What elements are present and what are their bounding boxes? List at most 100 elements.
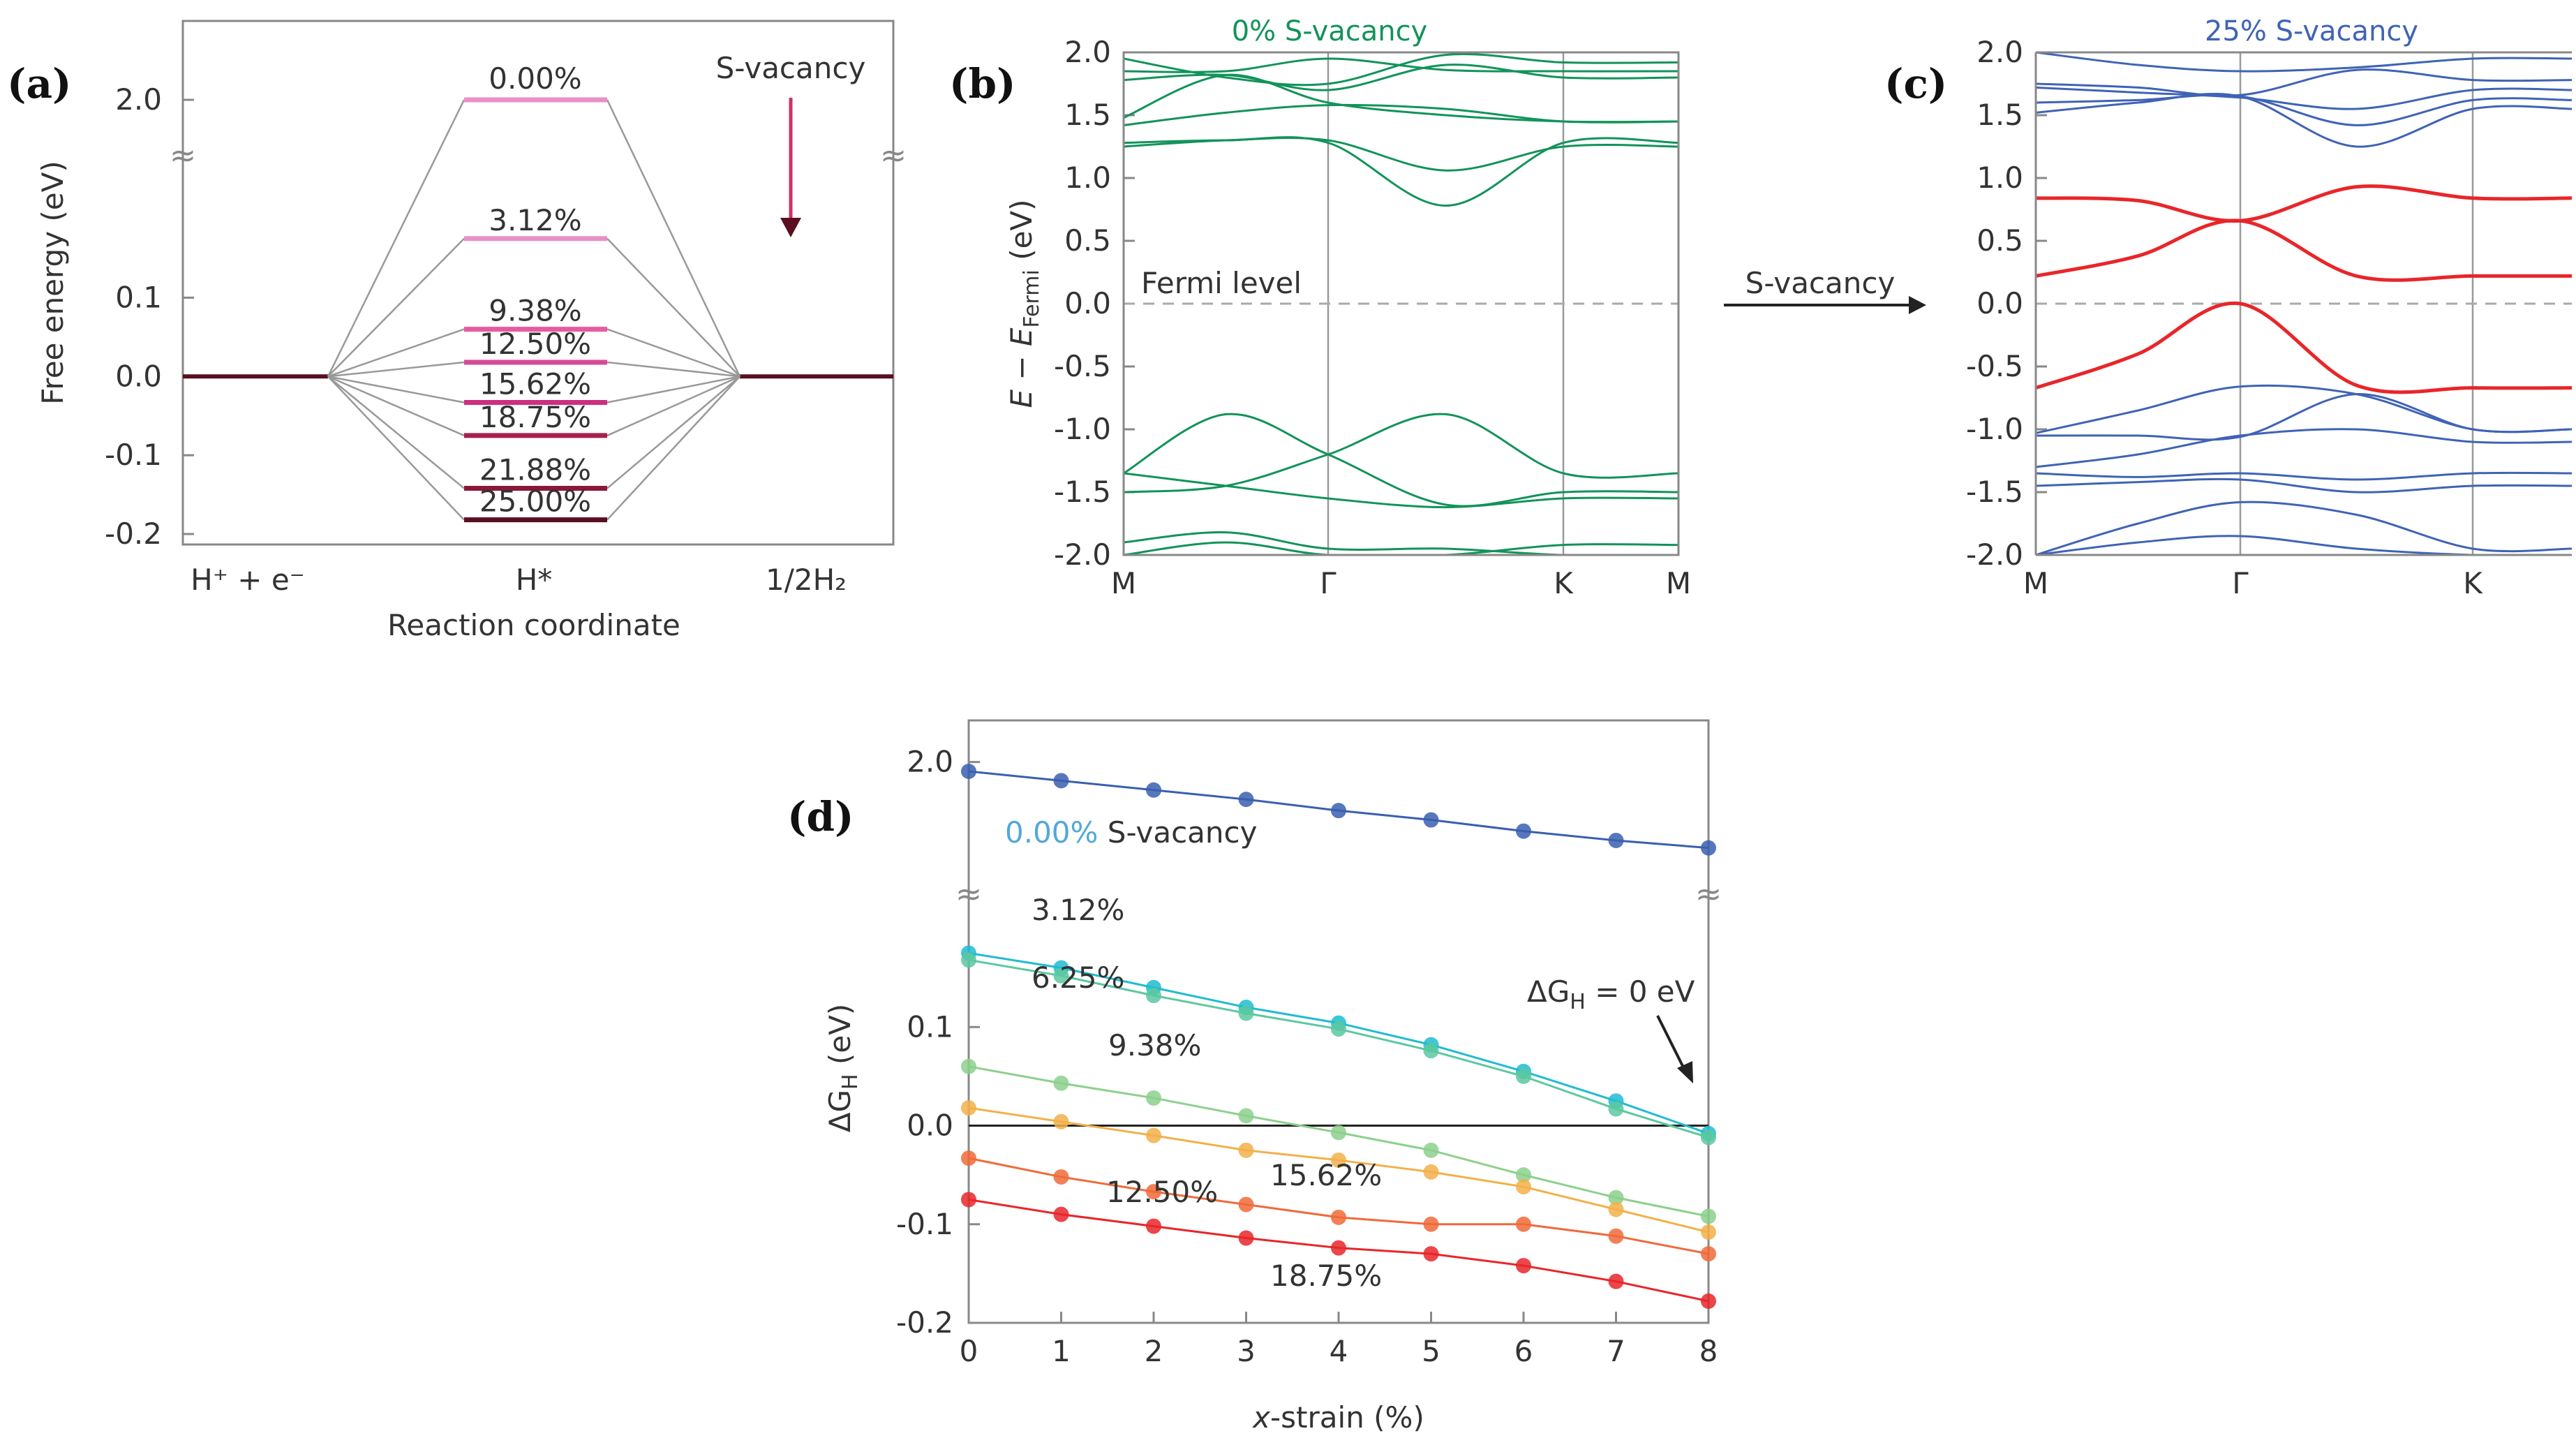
panel-b-y-label-unit: (eV) xyxy=(1004,199,1038,269)
panel-d-point-9.38% xyxy=(1701,1208,1716,1224)
panel-a-level-label-0.00%: 0.00% xyxy=(489,61,581,96)
panel-d-point-18.75% xyxy=(1238,1230,1254,1246)
panel-d-y-label-main: ΔG xyxy=(823,1090,857,1132)
panel-d-point-9.38% xyxy=(1331,1125,1346,1141)
panel-b-band-7 xyxy=(1124,413,1678,494)
panel-d-x-tick-label: 2 xyxy=(1145,1334,1163,1368)
panel-d-point-6.25% xyxy=(1331,1021,1346,1037)
panel-a-connector-12.50% xyxy=(606,361,740,378)
panel-d-point-15.62% xyxy=(1423,1216,1439,1232)
panel-c-band-10 xyxy=(2036,501,2572,555)
panel-d-x-label-rest: -strain (%) xyxy=(1270,1400,1424,1435)
panel-d-y-tick-label: 0.1 xyxy=(907,1009,953,1044)
panel-d-x-tick-label: 5 xyxy=(1422,1334,1440,1368)
panel-d-point-9.38% xyxy=(1238,1108,1254,1124)
panel-c-band-7 xyxy=(2036,428,2572,468)
panel-b-y-label-main: E − E xyxy=(1004,327,1038,408)
panel-d-x-tick-label: 1 xyxy=(1052,1334,1071,1368)
panel-d-annotation-rest: = 0 eV xyxy=(1586,975,1695,1009)
panel-c-y-tick-label: -1.0 xyxy=(1966,412,2023,446)
panel-d-series-label-18.75: 18.75% xyxy=(1270,1259,1382,1293)
panel-a-connector-18.75% xyxy=(327,376,465,437)
panel-a-connector-21.88% xyxy=(606,376,740,489)
panel-d-series-label-9.38: 9.38% xyxy=(1108,1028,1201,1062)
panel-d-point-12.50% xyxy=(1238,1142,1254,1158)
panel-c-k-label: Γ xyxy=(2232,566,2249,600)
panel-b-annotation: Fermi level xyxy=(1141,266,1302,300)
panel-d-point-6.25% xyxy=(1423,1043,1439,1059)
panel-d-point-0.00% xyxy=(1516,823,1531,839)
panel-d-point-15.62% xyxy=(1053,1169,1069,1185)
panel-a-x-cat-2: H* xyxy=(516,563,553,597)
transition-arrow-head xyxy=(1909,296,1926,314)
panel-b-k-label: M xyxy=(1666,566,1691,600)
panel-c-band-2 xyxy=(2036,86,2572,110)
panel-d-point-12.50% xyxy=(1053,1113,1069,1129)
panel-d-point-0.00% xyxy=(1423,812,1439,828)
panel-c-k-label: K xyxy=(2463,566,2483,600)
panel-d-line-9.38% xyxy=(968,1065,1709,1217)
panel-a-connector-0.00% xyxy=(327,99,466,377)
panel-d-point-0.00% xyxy=(961,764,976,779)
panel-d-point-12.50% xyxy=(1516,1179,1531,1195)
panel-c-defect-band-2 xyxy=(2036,301,2572,394)
panel-d-y-tick-label: 0.0 xyxy=(907,1109,953,1143)
panel-a-connector-0.00% xyxy=(606,99,741,377)
panel-c-band-0 xyxy=(2036,92,2572,148)
panel-a-x-cat-1: H⁺ + e⁻ xyxy=(191,563,305,597)
panel-a: (a) -0.2 -0.1 0.0 0.1 2.0 0.00% 3.12% 9.38%12.… xyxy=(7,20,907,642)
panel-d-point-0.00% xyxy=(1146,782,1161,798)
panel-d-point-15.62% xyxy=(1146,1184,1161,1200)
panel-d-point-12.50% xyxy=(1608,1201,1624,1217)
panel-b-y-tick-label: 0.5 xyxy=(1064,223,1111,258)
panel-a-level-label-25.00%: 25.00% xyxy=(479,484,591,519)
panel-b-k-label: K xyxy=(1554,566,1574,600)
panel-d-point-6.25% xyxy=(1608,1101,1624,1117)
panel-d-x-tick-label: 6 xyxy=(1514,1334,1533,1368)
panel-c-y-tick-label: -1.5 xyxy=(1966,475,2023,509)
panel-a-axis-break-right: ≈ xyxy=(880,136,907,174)
panel-c-y-tick-label: 1.0 xyxy=(1976,161,2023,195)
panel-b-k-label: M xyxy=(1666,566,1691,600)
panel-a-x-label: Reaction coordinate xyxy=(387,608,680,642)
panel-c-band-11 xyxy=(2036,535,2572,555)
panel-d-point-18.75% xyxy=(1331,1240,1346,1256)
panel-a-y-tick-label: -0.1 xyxy=(105,438,162,472)
panel-c-band-1 xyxy=(2036,94,2572,126)
panel-d-axis-break-right: ≈ xyxy=(1695,875,1722,912)
panel-b-y-tick-label: 0.0 xyxy=(1064,286,1111,320)
panel-c-band-3 xyxy=(2036,68,2572,97)
panel-a-level-label-3.12%: 3.12% xyxy=(489,203,581,237)
panel-d-series-label-0.00: 0.00% S-vacancy xyxy=(1005,815,1257,850)
panel-a-annotation: S-vacancy xyxy=(716,51,866,85)
panel-b-band-5 xyxy=(1124,57,1678,73)
panel-d-x-tick-label: 8 xyxy=(1699,1334,1718,1368)
panel-a-level-label-9.38%: 9.38% xyxy=(489,294,581,328)
panel-b-band-4 xyxy=(1124,64,1678,91)
panel-d: (d) 0 1 2 3 4 5 6 7 8 -0.2 -0.1 0.0 0.1 2.0 0.00% S-va… xyxy=(787,719,1722,1435)
panel-c-defect-band-1 xyxy=(2036,218,2572,282)
panel-d-point-12.50% xyxy=(1146,1127,1161,1143)
panel-b-band-8 xyxy=(1124,413,1678,507)
panel-b-band-0 xyxy=(1124,136,1678,172)
panel-c-y-tick-label: -0.5 xyxy=(1966,349,2023,383)
panel-d-point-18.75% xyxy=(1423,1246,1439,1262)
panel-d-point-18.75% xyxy=(1053,1206,1069,1222)
panel-b-y-label: E − EFermi (eV) xyxy=(1004,199,1044,408)
panel-d-point-18.75% xyxy=(961,1192,976,1208)
panel-d-point-15.62% xyxy=(1516,1216,1531,1232)
panel-a-frame xyxy=(181,20,895,546)
panel-a-y-tick-label: 0.1 xyxy=(115,280,162,314)
panel-a-arrow-head xyxy=(780,218,801,237)
panel-d-point-12.50% xyxy=(1423,1164,1439,1180)
panel-d-series-label-pct: 0.00% xyxy=(1005,815,1098,850)
panel-b-band-1 xyxy=(1124,136,1678,207)
panel-a-connector-3.12% xyxy=(327,237,465,378)
panel-d-annotation-arrow xyxy=(1656,1015,1687,1072)
panel-d-point-0.00% xyxy=(1331,803,1346,819)
panel-b-band-6 xyxy=(1124,52,1678,87)
panel-b-y-tick-label: -2.0 xyxy=(1054,538,1111,572)
panel-d-point-6.25% xyxy=(1238,1005,1254,1021)
panel-c-y-tick-label: 1.5 xyxy=(1976,98,2023,132)
